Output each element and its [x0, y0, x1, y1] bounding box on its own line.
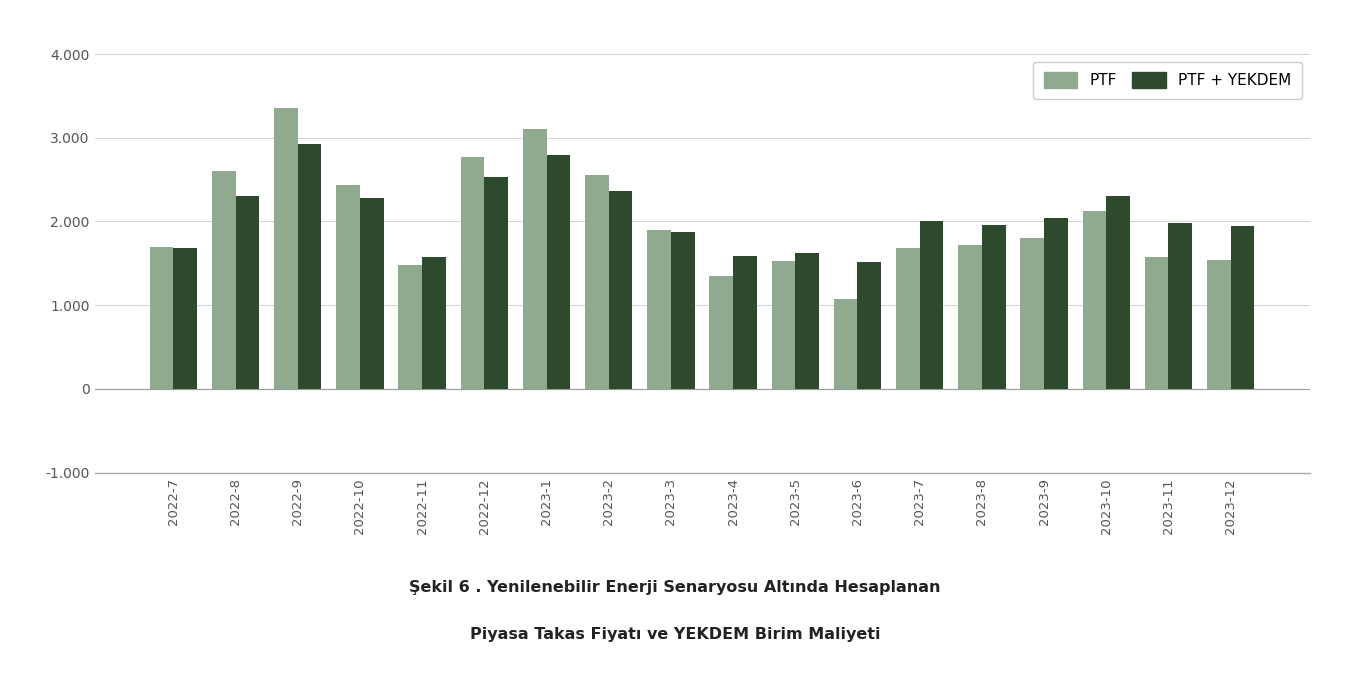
Bar — [1083, 211, 1106, 389]
Bar — [958, 245, 981, 389]
Bar — [834, 299, 857, 389]
Bar — [1145, 256, 1169, 389]
Bar — [981, 225, 1006, 389]
Bar — [733, 256, 757, 389]
Legend: PTF, PTF + YEKDEM: PTF, PTF + YEKDEM — [1033, 61, 1301, 99]
Bar — [485, 177, 508, 389]
Bar — [360, 198, 383, 389]
Bar — [150, 246, 173, 389]
Bar — [671, 232, 694, 389]
Bar — [1169, 223, 1192, 389]
Bar — [795, 253, 819, 389]
Bar — [298, 144, 321, 389]
Bar — [522, 130, 547, 389]
Bar — [173, 248, 197, 389]
Bar — [585, 176, 609, 389]
Bar — [772, 261, 795, 389]
Bar — [857, 262, 882, 389]
Text: Piyasa Takas Fiyatı ve YEKDEM Birim Maliyeti: Piyasa Takas Fiyatı ve YEKDEM Birim Mali… — [470, 627, 880, 642]
Bar — [1207, 260, 1231, 389]
Bar — [423, 256, 446, 389]
Bar — [710, 276, 733, 389]
Bar — [235, 196, 259, 389]
Bar — [609, 191, 632, 389]
Bar — [547, 155, 570, 389]
Bar — [336, 186, 360, 389]
Bar — [398, 265, 423, 389]
Bar — [212, 171, 235, 389]
Bar — [1044, 218, 1068, 389]
Bar — [1231, 225, 1254, 389]
Bar — [1106, 196, 1130, 389]
Bar — [647, 230, 671, 389]
Bar — [274, 109, 298, 389]
Bar — [1021, 238, 1044, 389]
Bar — [896, 248, 919, 389]
Bar — [460, 157, 485, 389]
Bar — [919, 221, 944, 389]
Text: Şekil 6 . Yenilenebilir Enerji Senaryosu Altında Hesaplanan: Şekil 6 . Yenilenebilir Enerji Senaryosu… — [409, 580, 941, 595]
